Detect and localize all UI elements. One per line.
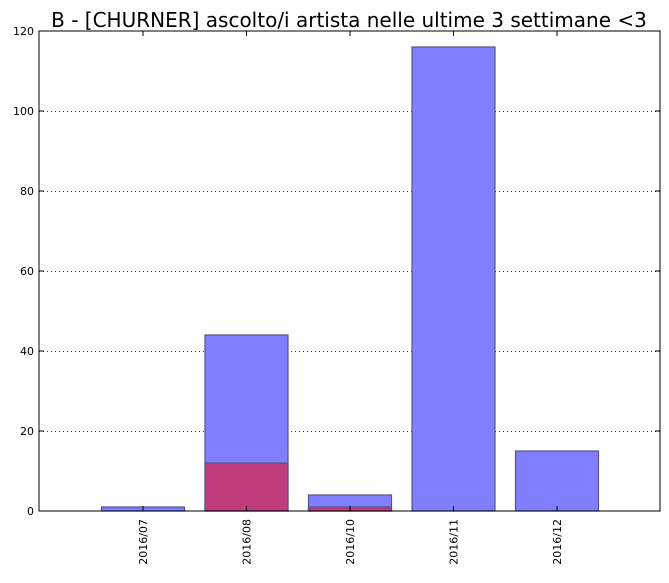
x-tick-label: 2016/07 <box>137 519 150 565</box>
axes <box>38 30 661 512</box>
bar-s0-2016/11 <box>411 46 496 512</box>
axes-frame <box>38 30 661 512</box>
grid-lines <box>39 111 660 432</box>
tick-labels: 0 20 40 60 80 100 120 2016/07 2016/08 2016/10 2016… <box>13 25 564 565</box>
y-tick-label: 0 <box>27 505 34 518</box>
y-tick-label: 120 <box>13 25 34 38</box>
x-tick-label: 2016/08 <box>241 519 254 565</box>
x-tick-label: 2016/12 <box>551 519 564 565</box>
x-tick-label: 2016/11 <box>448 519 461 565</box>
x-tick-label: 2016/10 <box>344 519 357 565</box>
y-tick-label: 60 <box>20 265 34 278</box>
bar-s1-2016/08 <box>204 462 289 512</box>
y-tick-label: 100 <box>13 105 34 118</box>
bar-s0-2016/12 <box>514 450 600 512</box>
chart-title: B - [CHURNER] ascolto/i artista nelle ul… <box>51 8 647 32</box>
bars <box>100 46 600 512</box>
y-tick-label: 40 <box>20 345 34 358</box>
y-tick-label: 20 <box>20 425 34 438</box>
y-tick-label: 80 <box>20 185 34 198</box>
